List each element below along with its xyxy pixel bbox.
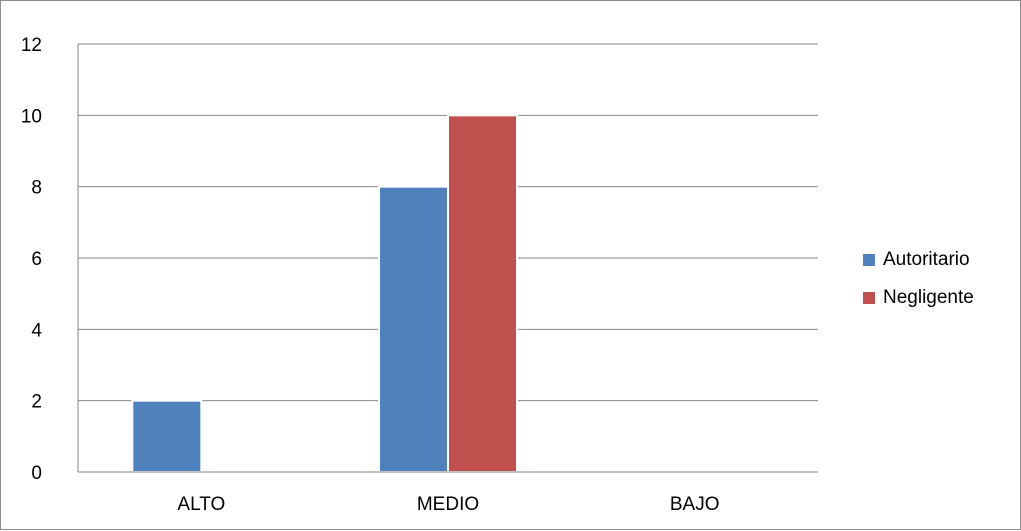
bars (131, 114, 518, 474)
legend-swatch-autoritario (863, 254, 875, 266)
y-tick-label-4: 4 (31, 320, 42, 341)
y-tick-label-2: 2 (31, 392, 42, 413)
x-tick-label-alto: ALTO (177, 494, 225, 515)
y-tick-label-8: 8 (31, 178, 42, 199)
axes (77, 44, 818, 473)
legend-label-negligente: Negligente (883, 287, 974, 308)
bar-autoritario-medio (378, 185, 449, 474)
legend: Autoritario Negligente (863, 241, 974, 317)
tick-labels: 0 2 4 6 8 10 12 ALTO MEDIO BAJO (21, 35, 720, 515)
legend-label-autoritario: Autoritario (883, 249, 970, 270)
y-tick-label-0: 0 (31, 463, 42, 484)
x-tick-label-bajo: BAJO (670, 494, 720, 515)
y-tick-label-12: 12 (21, 35, 42, 56)
x-tick-label-medio: MEDIO (417, 494, 479, 515)
y-tick-label-6: 6 (31, 249, 42, 270)
legend-item-negligente: Negligente (863, 279, 974, 317)
bar-autoritario-alto (131, 399, 203, 473)
legend-swatch-negligente (863, 292, 875, 304)
y-tick-label-10: 10 (21, 106, 42, 127)
legend-item-autoritario: Autoritario (863, 241, 974, 279)
bar-negligente-medio (447, 114, 518, 473)
